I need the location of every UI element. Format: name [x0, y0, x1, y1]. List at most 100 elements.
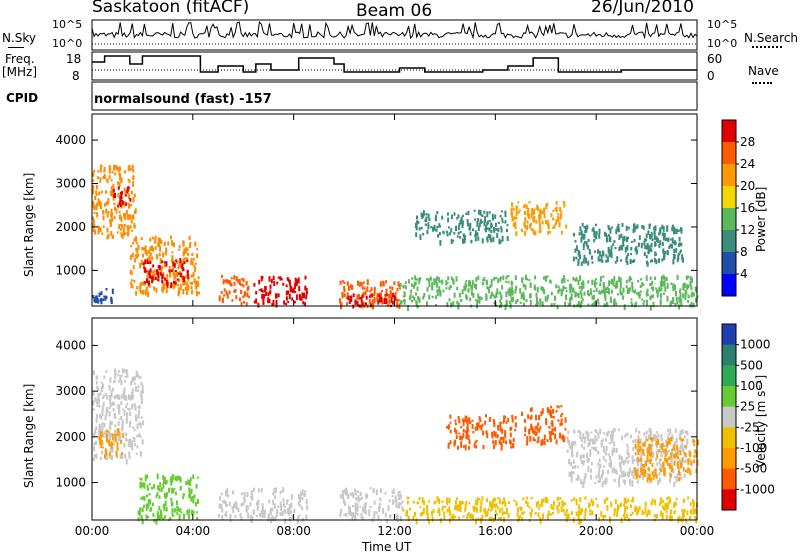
data-cell [416, 278, 418, 281]
data-cell [450, 302, 453, 308]
data-cell [294, 281, 297, 287]
data-cell [417, 502, 420, 504]
data-cell [237, 279, 240, 284]
data-cell [509, 432, 512, 438]
data-cell [467, 288, 470, 293]
data-cell [421, 497, 424, 503]
data-cell [564, 428, 567, 431]
data-cell [679, 288, 682, 291]
data-cell [672, 253, 675, 260]
data-cell [354, 300, 357, 305]
data-cell [479, 218, 482, 225]
data-cell [140, 496, 143, 500]
data-cell [399, 502, 402, 506]
data-cell [670, 437, 673, 442]
data-cell [690, 286, 693, 291]
data-cell [366, 286, 369, 292]
data-cell [105, 288, 108, 291]
data-cell [554, 426, 557, 432]
data-cell [231, 505, 234, 509]
data-cell [695, 518, 698, 524]
data-cell [565, 508, 568, 513]
data-cell [124, 190, 127, 195]
data-cell [559, 422, 562, 427]
data-cell [144, 289, 147, 296]
data-cell [343, 293, 346, 297]
data-cell [137, 373, 140, 379]
data-cell [152, 270, 155, 276]
data-cell [117, 202, 120, 207]
nave-tick-low: 0 [707, 69, 715, 83]
data-cell [539, 227, 542, 233]
data-cell [431, 511, 433, 514]
data-cell [607, 225, 610, 231]
data-cell [109, 402, 112, 407]
data-cell [491, 213, 494, 220]
data-cell [630, 301, 633, 304]
data-cell [101, 422, 104, 426]
data-cell [612, 428, 615, 433]
data-cell [613, 276, 616, 282]
data-cell [108, 164, 111, 169]
data-cell [580, 437, 583, 442]
data-cell [345, 513, 348, 517]
data-cell [339, 512, 342, 516]
data-cell [678, 304, 681, 310]
data-cell [649, 452, 651, 457]
data-cell [101, 405, 104, 411]
data-cell [438, 510, 441, 517]
data-cell [398, 501, 401, 508]
data-cell [391, 301, 394, 305]
data-cell [126, 408, 129, 411]
data-cell [128, 454, 131, 459]
data-cell [664, 286, 667, 292]
data-cell [500, 303, 503, 307]
data-cell [514, 423, 517, 428]
data-cell [499, 421, 502, 425]
data-cell [674, 441, 677, 446]
data-cell [418, 497, 421, 501]
data-cell [646, 454, 649, 461]
data-cell [244, 291, 247, 297]
data-cell [593, 238, 596, 243]
data-cell [695, 297, 697, 303]
data-cell [651, 280, 654, 286]
data-cell [694, 517, 697, 520]
data-cell [515, 285, 518, 291]
data-cell [485, 414, 487, 418]
data-cell [583, 241, 586, 244]
data-cell [680, 438, 683, 442]
data-cell [678, 515, 681, 522]
data-cell [191, 281, 193, 285]
data-cell [102, 298, 105, 302]
data-cell [114, 192, 116, 198]
data-cell [226, 504, 228, 507]
data-cell [479, 210, 482, 216]
data-cell [277, 276, 280, 279]
data-cell [521, 511, 524, 515]
data-cell [599, 276, 602, 282]
data-cell [641, 471, 644, 476]
data-cell [666, 436, 669, 441]
data-cell [598, 228, 601, 234]
data-cell [110, 208, 113, 215]
data-cell [152, 264, 155, 268]
data-cell [467, 417, 470, 423]
data-cell [683, 282, 686, 288]
data-cell [414, 275, 417, 280]
data-cell [504, 304, 507, 311]
data-cell [592, 500, 594, 506]
data-cell [473, 283, 476, 288]
data-cell [679, 292, 682, 298]
data-cell [608, 462, 611, 467]
data-cell [412, 500, 415, 504]
data-cell [570, 293, 573, 298]
data-cell [345, 297, 348, 299]
data-cell [357, 295, 360, 301]
data-cell [412, 515, 415, 521]
y-tick-label: 4000 [55, 338, 86, 352]
data-cell [643, 299, 646, 302]
data-cell [683, 435, 686, 439]
data-cell [227, 494, 230, 498]
data-cell [240, 283, 243, 286]
